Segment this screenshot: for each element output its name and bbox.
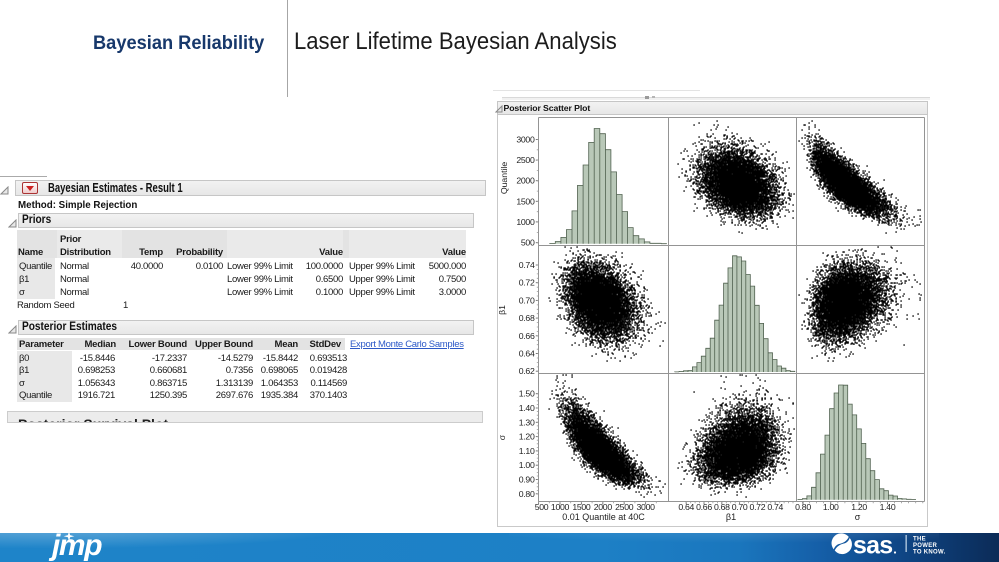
svg-text:500: 500 (535, 502, 549, 512)
svg-text:0.74: 0.74 (767, 502, 783, 512)
svg-text:3000: 3000 (516, 135, 535, 145)
svg-text:1.40: 1.40 (880, 502, 896, 512)
svg-text:1.40: 1.40 (519, 403, 535, 413)
svg-text:Quantile: Quantile (499, 162, 509, 195)
svg-text:1.20: 1.20 (851, 502, 867, 512)
svg-text:0.72: 0.72 (519, 278, 535, 288)
svg-text:σ: σ (497, 434, 507, 440)
svg-text:1.10: 1.10 (519, 446, 535, 456)
svg-text:THE: THE (913, 537, 926, 543)
svg-text:2500: 2500 (615, 502, 634, 512)
svg-text:1.00: 1.00 (823, 502, 839, 512)
svg-text:0.68: 0.68 (714, 502, 730, 512)
svg-text:2000: 2000 (516, 176, 535, 186)
svg-text:1000: 1000 (516, 217, 535, 227)
svg-text:1.00: 1.00 (519, 460, 535, 470)
svg-text:0.72: 0.72 (750, 502, 766, 512)
svg-text:2500: 2500 (516, 155, 535, 165)
svg-text:1.50: 1.50 (519, 389, 535, 399)
svg-text:0.80: 0.80 (795, 502, 811, 512)
svg-text:sas: sas (853, 532, 892, 560)
svg-text:3000: 3000 (637, 502, 656, 512)
svg-text:σ: σ (855, 512, 861, 522)
svg-text:2000: 2000 (594, 502, 613, 512)
svg-text:0.01 Quantile at 40C: 0.01 Quantile at 40C (562, 512, 645, 522)
svg-text:0.68: 0.68 (519, 313, 535, 323)
svg-text:0.66: 0.66 (696, 502, 712, 512)
svg-text:0.66: 0.66 (519, 331, 535, 341)
svg-text:β1: β1 (497, 305, 507, 315)
svg-text:1000: 1000 (551, 502, 570, 512)
svg-text:0.64: 0.64 (678, 502, 694, 512)
svg-text:β1: β1 (726, 512, 736, 522)
svg-text:0.70: 0.70 (519, 295, 535, 305)
svg-text:0.80: 0.80 (519, 489, 535, 499)
svg-text:TO KNOW.: TO KNOW. (913, 550, 946, 556)
svg-text:0.64: 0.64 (519, 349, 535, 359)
svg-text:1.20: 1.20 (519, 432, 535, 442)
svg-text:1.30: 1.30 (519, 417, 535, 427)
svg-text:0.62: 0.62 (519, 366, 535, 376)
svg-text:0.74: 0.74 (519, 260, 535, 270)
svg-text:500: 500 (521, 238, 535, 248)
svg-text:0.70: 0.70 (732, 502, 748, 512)
svg-text:1500: 1500 (572, 502, 591, 512)
svg-text:0.90: 0.90 (519, 475, 535, 485)
svg-text:1500: 1500 (516, 196, 535, 206)
svg-text:POWER: POWER (913, 543, 938, 549)
